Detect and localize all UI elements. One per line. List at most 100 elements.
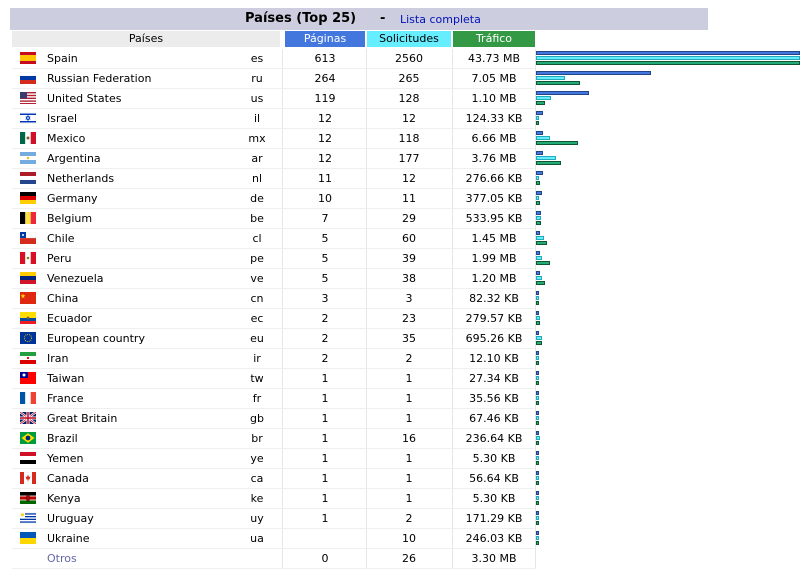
hits-bar bbox=[536, 156, 556, 160]
bandwidth-bar bbox=[536, 281, 545, 285]
bandwidth-bar bbox=[536, 541, 539, 545]
bandwidth-value: 124.33 KB bbox=[465, 112, 523, 125]
bandwidth-value: 279.57 KB bbox=[465, 312, 523, 325]
pages-value: 7 bbox=[321, 212, 329, 225]
row-separator bbox=[12, 328, 534, 329]
country-name: Mexico bbox=[47, 132, 86, 145]
country-code: ke bbox=[250, 492, 264, 505]
hits-value: 10 bbox=[402, 532, 416, 545]
country-code: ca bbox=[250, 472, 264, 485]
nl-flag bbox=[20, 172, 36, 184]
hits-value: 177 bbox=[398, 152, 420, 165]
bandwidth-bar bbox=[536, 181, 540, 185]
bandwidth-value: 533.95 KB bbox=[465, 212, 523, 225]
table-row: ke Kenya 1 1 5.30 KB bbox=[10, 489, 806, 509]
row-separator bbox=[12, 208, 534, 209]
column-separator bbox=[452, 49, 453, 569]
bandwidth-value: 1.99 MB bbox=[471, 252, 517, 265]
traffic-bars bbox=[536, 349, 806, 369]
pages-bar bbox=[536, 151, 543, 155]
mx-flag bbox=[20, 132, 36, 144]
row-separator bbox=[12, 188, 534, 189]
hits-value: 1 bbox=[405, 392, 413, 405]
hits-bar bbox=[536, 276, 542, 280]
pages-bar bbox=[536, 91, 589, 95]
pages-value: 613 bbox=[314, 52, 336, 65]
pages-value: 1 bbox=[321, 432, 329, 445]
hits-value: 12 bbox=[402, 172, 416, 185]
bandwidth-bar bbox=[536, 241, 547, 245]
column-separator bbox=[366, 49, 367, 569]
traffic-bars bbox=[536, 49, 806, 69]
pages-value bbox=[285, 529, 365, 549]
bandwidth-value: 1.10 MB bbox=[471, 92, 517, 105]
row-separator bbox=[12, 268, 534, 269]
row-separator bbox=[12, 88, 534, 89]
bandwidth-bar bbox=[536, 301, 539, 305]
ye-flag bbox=[20, 452, 36, 464]
bandwidth-bar bbox=[536, 121, 539, 125]
hits-bar bbox=[536, 536, 539, 540]
pages-bar bbox=[536, 51, 800, 55]
pages-value: 1 bbox=[321, 472, 329, 485]
row-separator bbox=[12, 408, 534, 409]
country-name: Germany bbox=[47, 192, 98, 205]
row-separator bbox=[12, 508, 534, 509]
hits-value: 3 bbox=[405, 292, 413, 305]
country-code: ar bbox=[251, 152, 263, 165]
traffic-bars bbox=[536, 209, 806, 229]
hits-bar bbox=[536, 56, 800, 60]
traffic-bars bbox=[536, 249, 806, 269]
bandwidth-bar bbox=[536, 421, 539, 425]
hits-value: 23 bbox=[402, 312, 416, 325]
bandwidth-bar bbox=[536, 381, 539, 385]
bandwidth-bar bbox=[536, 101, 545, 105]
ua-flag bbox=[20, 532, 36, 544]
country-name: Uruguay bbox=[47, 512, 94, 525]
traffic-bars bbox=[536, 309, 806, 329]
bandwidth-bar bbox=[536, 81, 580, 85]
bandwidth-bar bbox=[536, 141, 578, 145]
us-flag bbox=[20, 92, 36, 104]
ve-flag bbox=[20, 272, 36, 284]
full-list-link[interactable]: Lista completa bbox=[400, 13, 481, 26]
country-code: nl bbox=[251, 172, 263, 185]
country-name: Venezuela bbox=[47, 272, 104, 285]
country-code: ir bbox=[253, 352, 261, 365]
table-row: ir Iran 2 2 12.10 KB bbox=[10, 349, 806, 369]
pages-bar bbox=[536, 131, 543, 135]
pages-value: 12 bbox=[318, 152, 332, 165]
bandwidth-value: 82.32 KB bbox=[469, 292, 519, 305]
country-code: ec bbox=[250, 312, 264, 325]
pages-bar bbox=[536, 451, 539, 455]
hits-value: 118 bbox=[398, 132, 420, 145]
pages-bar bbox=[536, 411, 539, 415]
pages-bar bbox=[536, 191, 542, 195]
table-row: tw Taiwan 1 1 27.34 KB bbox=[10, 369, 806, 389]
pages-value: 2 bbox=[321, 352, 329, 365]
traffic-bars bbox=[536, 429, 806, 449]
de-flag bbox=[20, 192, 36, 204]
column-separator bbox=[535, 49, 536, 569]
column-separator bbox=[282, 49, 283, 569]
title-separator: - bbox=[380, 11, 386, 26]
fr-flag bbox=[20, 392, 36, 404]
pages-value: 2 bbox=[321, 312, 329, 325]
row-separator bbox=[12, 148, 534, 149]
hits-bar bbox=[536, 196, 539, 200]
pages-value: 2 bbox=[321, 332, 329, 345]
traffic-bars bbox=[536, 289, 806, 309]
hits-value: 26 bbox=[402, 552, 416, 565]
pages-value: 5 bbox=[321, 232, 329, 245]
hits-bar bbox=[536, 176, 539, 180]
pages-bar bbox=[536, 331, 539, 335]
country-code: eu bbox=[250, 332, 264, 345]
hits-bar bbox=[536, 476, 539, 480]
table-row: uy Uruguay 1 2 171.29 KB bbox=[10, 509, 806, 529]
pages-value: 1 bbox=[321, 452, 329, 465]
bandwidth-value: 236.64 KB bbox=[465, 432, 523, 445]
country-code: fr bbox=[252, 392, 262, 405]
bandwidth-value: 67.46 KB bbox=[469, 412, 519, 425]
row-separator bbox=[12, 248, 534, 249]
country-code: tw bbox=[250, 372, 264, 385]
